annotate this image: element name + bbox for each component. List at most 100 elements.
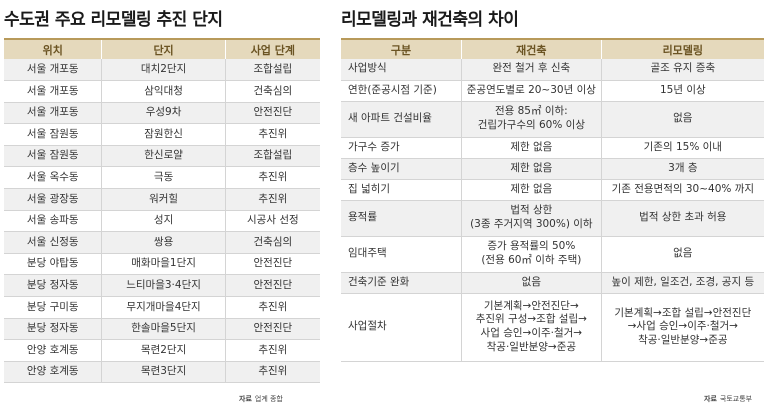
table-cell: 3개 층 <box>600 158 764 180</box>
column-header: 위치 <box>4 39 102 59</box>
table-cell: 분당 구미동 <box>4 296 102 319</box>
table-row: 용적률 법적 상한 (3종 주거지역 300%) 이하 법적 상한 초과 허용 <box>341 200 764 237</box>
table-cell: 성지 <box>101 210 226 233</box>
table-cell: 쌍용 <box>101 231 226 254</box>
table-cell: 안전진단 <box>224 102 320 125</box>
source-label: 자료 <box>704 395 717 403</box>
table-cell: 무지개마을4단지 <box>101 296 226 319</box>
left-table-title: 수도권 주요 리모델링 추진 단지 <box>4 10 223 30</box>
column-header: 단지 <box>101 39 226 59</box>
table-row: 서울 송파동 성지 시공사 선정 <box>4 210 320 233</box>
right-table-title: 리모델링과 재건축의 차이 <box>341 10 519 30</box>
table-cell: 골조 유지 증축 <box>600 59 764 81</box>
table-cell: 분당 정자동 <box>4 318 102 341</box>
table-row: 서울 잠원동 잠원한신 추진위 <box>4 123 320 146</box>
table-cell: 가구수 증가 <box>341 137 462 159</box>
column-header: 재건축 <box>461 39 602 59</box>
table-cell: 안전진단 <box>224 274 320 298</box>
table-cell: 한솔마을5단지 <box>101 318 226 341</box>
table-cell: 서울 개포동 <box>4 80 102 103</box>
table-row: 서울 광장동 워커힐 추진위 <box>4 188 320 211</box>
table-cell: 안전진단 <box>224 318 320 341</box>
table-cell: 서울 신정동 <box>4 231 102 254</box>
table-cell: 임대주택 <box>341 236 462 273</box>
table-cell: 완전 철거 후 신축 <box>461 59 602 81</box>
table-cell: 안양 호계동 <box>4 361 102 384</box>
table-cell: 추진위 <box>224 123 320 146</box>
table-cell: 제한 없음 <box>461 158 602 180</box>
table-row: 분당 정자동 한솔마을5단지 안전진단 <box>4 318 320 341</box>
table-cell: 분당 정자동 <box>4 274 102 298</box>
table-cell: 기본계획→안전진단→ 추진위 구성→조합 설립→ 사업 승인→이주·철거→ 착공… <box>461 293 602 362</box>
table-cell: 극동 <box>101 166 226 190</box>
table-cell: 서울 잠원동 <box>4 123 102 146</box>
table-row: 새 아파트 건설비율 전용 85㎡ 이하: 건립가구수의 60% 이상 없음 <box>341 101 764 138</box>
table-row: 서울 개포동 대치2단지 조합설립 <box>4 59 320 82</box>
table-cell: 건축심의 <box>224 80 320 103</box>
comparison-table: 구분 재건축 리모델링 사업방식 완전 철거 후 신축 골조 유지 증축 연한(준공시점 … <box>341 38 764 362</box>
remodeling-complex-table: 위치 단지 사업 단계 서울 개포동 대치2단지 조합설립 서울 개포동 삼익대청 건축심의 서… <box>4 38 320 384</box>
source-label: 자료 <box>239 395 252 403</box>
table-cell: 사업절차 <box>341 293 462 362</box>
table-cell: 서울 옥수동 <box>4 166 102 190</box>
table-cell: 대치2단지 <box>101 59 226 82</box>
table-row: 집 넓히기 제한 없음 기존 전용면적의 30~40% 까지 <box>341 179 764 201</box>
table-row: 서울 신정동 쌍용 건축심의 <box>4 231 320 254</box>
column-header: 구분 <box>341 39 462 59</box>
table-cell: 목련3단지 <box>101 361 226 384</box>
table-cell: 워커힐 <box>101 188 226 211</box>
table-cell: 법적 상한 초과 허용 <box>600 200 764 237</box>
table-cell: 15년 이상 <box>600 80 764 102</box>
table-cell: 추진위 <box>224 339 320 362</box>
table-cell: 우성9차 <box>101 102 226 125</box>
table-row: 서울 잠원동 한신로얄 조합설립 <box>4 145 320 168</box>
table-cell: 잠원한신 <box>101 123 226 146</box>
table-cell: 서울 개포동 <box>4 102 102 125</box>
table-cell: 분당 야탑동 <box>4 253 102 276</box>
right-source-note: 자료 국토교통부 <box>704 394 752 404</box>
table-cell: 준공연도별로 20~30년 이상 <box>461 80 602 102</box>
table-cell: 기존의 15% 이내 <box>600 137 764 159</box>
table-cell: 추진위 <box>224 361 320 384</box>
table-cell: 서울 송파동 <box>4 210 102 233</box>
table-row: 가구수 증가 제한 없음 기존의 15% 이내 <box>341 137 764 159</box>
table-row: 분당 정자동 느티마을3·4단지 안전진단 <box>4 274 320 298</box>
table-row: 건축기준 완화 없음 높이 제한, 일조건, 조경, 공지 등 <box>341 272 764 294</box>
table-cell: 조합설립 <box>224 59 320 82</box>
table-row: 분당 야탑동 매화마을1단지 안전진단 <box>4 253 320 276</box>
table-cell: 새 아파트 건설비율 <box>341 101 462 138</box>
source-text: 국토교통부 <box>719 395 753 403</box>
table-cell: 없음 <box>461 272 602 294</box>
table-cell: 시공사 선정 <box>224 210 320 233</box>
table-cell: 삼익대청 <box>101 80 226 103</box>
table-cell: 추진위 <box>224 166 320 190</box>
table-row: 연한(준공시점 기준) 준공연도별로 20~30년 이상 15년 이상 <box>341 80 764 102</box>
table-row: 안양 호계동 목련3단지 추진위 <box>4 361 320 384</box>
table-cell: 집 넓히기 <box>341 179 462 201</box>
table-row: 안양 호계동 목련2단지 추진위 <box>4 339 320 362</box>
table-cell: 없음 <box>600 236 764 273</box>
table-row: 서울 개포동 삼익대청 건축심의 <box>4 80 320 103</box>
table-cell: 추진위 <box>224 188 320 211</box>
table-cell: 서울 개포동 <box>4 59 102 82</box>
left-source-note: 자료 업계 종합 <box>239 394 283 404</box>
table-cell: 법적 상한 (3종 주거지역 300%) 이하 <box>461 200 602 237</box>
table-row: 사업절차 기본계획→안전진단→ 추진위 구성→조합 설립→ 사업 승인→이주·철거… <box>341 293 764 362</box>
table-cell: 사업방식 <box>341 59 462 81</box>
source-text: 업계 종합 <box>254 395 283 403</box>
table-row: 분당 구미동 무지개마을4단지 추진위 <box>4 296 320 319</box>
table-cell: 증가 용적률의 50% (전용 60㎡ 이하 주택) <box>461 236 602 273</box>
table-cell: 건축기준 완화 <box>341 272 462 294</box>
table-row: 임대주택 증가 용적률의 50% (전용 60㎡ 이하 주택) 없음 <box>341 236 764 273</box>
table-cell: 추진위 <box>224 296 320 319</box>
table-cell: 안양 호계동 <box>4 339 102 362</box>
table-cell: 전용 85㎡ 이하: 건립가구수의 60% 이상 <box>461 101 602 138</box>
table-cell: 서울 광장동 <box>4 188 102 211</box>
table-cell: 느티마을3·4단지 <box>101 274 226 298</box>
table-row: 층수 높이기 제한 없음 3개 층 <box>341 158 764 180</box>
table-cell: 조합설립 <box>224 145 320 168</box>
column-header: 리모델링 <box>600 39 764 59</box>
table-cell: 용적률 <box>341 200 462 237</box>
table-cell: 한신로얄 <box>101 145 226 168</box>
column-header: 사업 단계 <box>224 39 320 59</box>
